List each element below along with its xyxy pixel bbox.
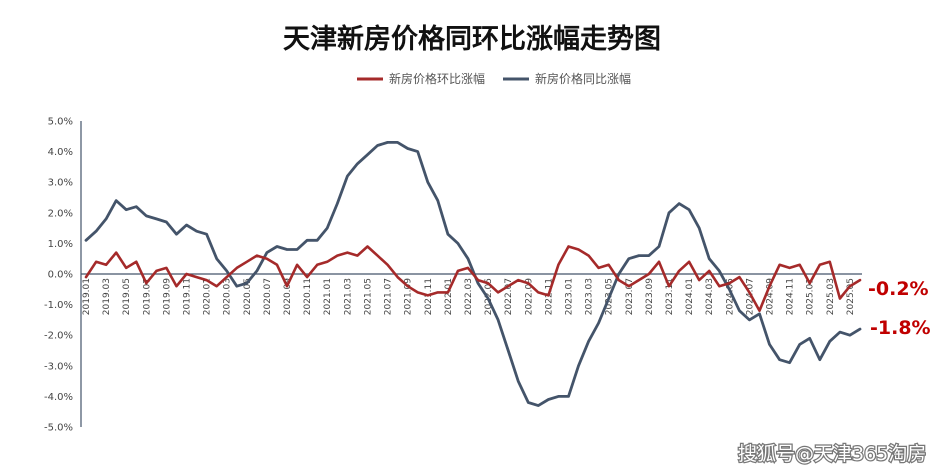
series-layer xyxy=(84,140,862,408)
x-tick-label: 2020.09 xyxy=(283,278,293,315)
x-tick-label: 2022.11 xyxy=(544,278,554,315)
y-tick-label: 2.0% xyxy=(48,208,73,219)
legend-label-mom: 新房价格环比涨幅 xyxy=(389,71,485,86)
y-tick-label: 1.0% xyxy=(48,239,73,250)
x-tick-label: 2019.03 xyxy=(102,278,112,315)
x-tick-label: 2021.09 xyxy=(404,278,414,315)
x-tick-label: 2020.03 xyxy=(223,278,233,315)
series-mom xyxy=(84,245,862,313)
series-line-mom xyxy=(84,245,862,313)
x-tick-label: 2025.01 xyxy=(806,278,816,315)
x-tick-label: 2024.03 xyxy=(705,278,715,315)
x-tick-label: 2022.05 xyxy=(484,278,494,315)
x-tick-label: 2023.09 xyxy=(645,278,655,315)
y-tick-label: 5.0% xyxy=(48,117,73,128)
x-tick-label: 2024.01 xyxy=(685,278,695,315)
y-tick-label: 3.0% xyxy=(48,178,73,189)
x-tick-label: 2022.01 xyxy=(444,278,454,315)
y-tick-label: -4.0% xyxy=(44,392,73,403)
x-tick-label: 2020.05 xyxy=(243,278,253,315)
x-tick-label: 2024.09 xyxy=(766,278,776,315)
watermark: 搜狐号@天津365淘房 xyxy=(738,443,926,465)
series-line-yoy xyxy=(84,140,862,408)
x-tick-label: 2024.11 xyxy=(786,278,796,315)
y-tick-label: 4.0% xyxy=(48,147,73,158)
x-tick-label: 2023.01 xyxy=(564,278,574,315)
y-axis: 5.0% 4.0% 3.0% 2.0% 1.0% 0.0% -1.0% -2.0% -3.0% -… xyxy=(44,117,82,434)
x-tick-label: 2019.07 xyxy=(142,278,152,315)
x-tick-label: 2022.09 xyxy=(524,278,534,315)
x-axis: 2019.01 2019.03 2019.05 2019.07 2019.09 2019.… xyxy=(81,273,862,315)
x-tick-label: 2024.05 xyxy=(725,278,735,315)
y-tick-label: -3.0% xyxy=(44,361,73,372)
series-yoy xyxy=(84,140,862,408)
x-tick-label: 2019.09 xyxy=(162,278,172,315)
y-tick-label: -5.0% xyxy=(44,423,73,434)
y-tick-label: 0.0% xyxy=(48,270,73,281)
x-tick-label: 2021.07 xyxy=(384,278,394,315)
x-tick-label: 2025.05 xyxy=(846,278,856,315)
end-label-yoy: -1.8% xyxy=(870,317,931,339)
x-tick-label: 2023.07 xyxy=(625,278,635,315)
x-tick-label: 2022.07 xyxy=(504,278,514,315)
x-tick-label: 2025.03 xyxy=(826,278,836,315)
x-tick-label: 2021.03 xyxy=(343,278,353,315)
x-tick-label: 2021.11 xyxy=(424,278,434,315)
x-tick-label: 2021.05 xyxy=(363,278,373,315)
x-tick-label: 2019.05 xyxy=(122,278,132,315)
x-tick-label: 2023.03 xyxy=(585,278,595,315)
end-label-mom: -0.2% xyxy=(868,278,929,300)
x-tick-label: 2020.11 xyxy=(303,278,313,315)
chart-title: 天津新房价格同环比涨幅走势图 xyxy=(283,23,661,55)
legend-label-yoy: 新房价格同比涨幅 xyxy=(535,71,631,86)
x-tick-label: 2021.01 xyxy=(323,278,333,315)
x-tick-label: 2022.03 xyxy=(464,278,474,315)
x-tick-label: 2019.01 xyxy=(82,278,92,315)
x-tick-label: 2020.07 xyxy=(263,278,273,315)
x-tick-label: 2019.11 xyxy=(183,278,193,315)
y-tick-label: -1.0% xyxy=(44,300,73,311)
y-tick-label: -2.0% xyxy=(44,331,73,342)
x-tick-label: 2020.01 xyxy=(203,278,213,315)
legend: 新房价格环比涨幅 新房价格同比涨幅 xyxy=(357,71,631,86)
x-tick-label: 2023.11 xyxy=(665,278,675,315)
